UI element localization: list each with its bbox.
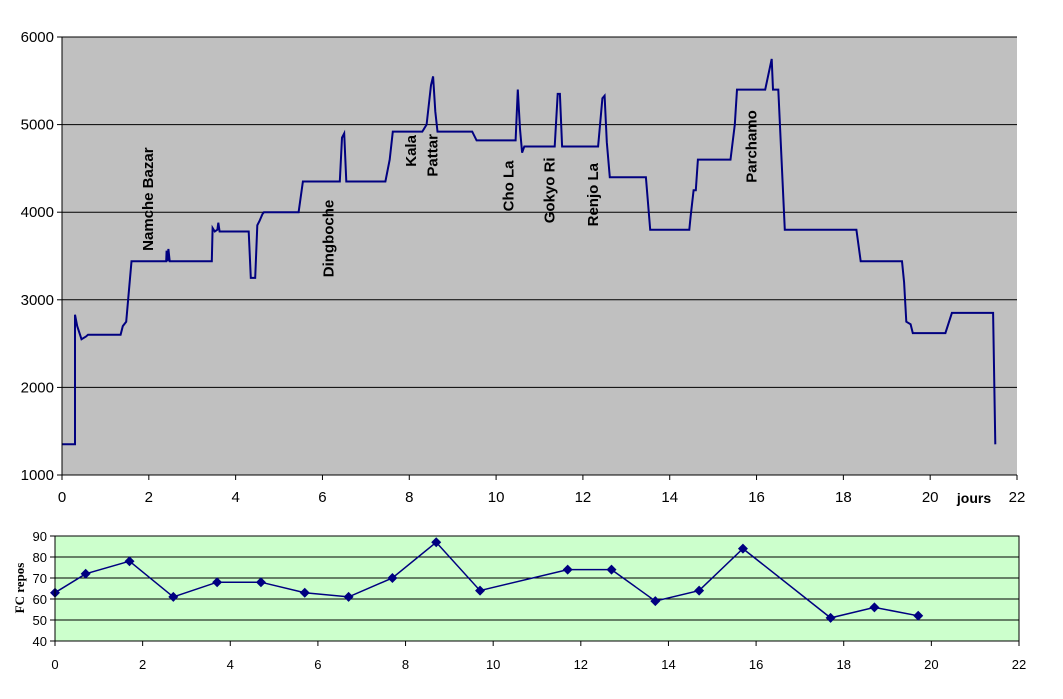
x-tick-label: 20: [922, 489, 939, 506]
heart-rate-marker: [475, 585, 486, 596]
heart-rate-chart: 40 50 60 70 80 90 0 2 4 6 8 10 12 14 16 18 20 22 FC repo…: [12, 529, 1026, 672]
x-axis-unit-label: jours: [956, 490, 991, 506]
heart-rate-marker: [825, 612, 836, 623]
heart-rate-marker: [212, 577, 223, 588]
altitude-gridlines: [62, 36, 1017, 388]
x-tick-label: 20: [924, 657, 938, 672]
y-tick-label: 3000: [21, 292, 54, 309]
altitude-x-tick-labels: 0 2 4 6 8 10 12 14 16 18 20 22: [58, 489, 1026, 506]
x-tick-label: 18: [836, 657, 850, 672]
x-tick-label: 0: [51, 657, 58, 672]
heart-rate-marker: [913, 610, 924, 621]
heart-rate-marker: [255, 577, 266, 588]
altitude-place-annotations: Namche Bazar Dingboche Kala Pattar Cho La Gok…: [140, 110, 760, 277]
heart-rate-marker: [869, 602, 880, 613]
x-tick-label: 12: [574, 657, 588, 672]
x-tick-label: 8: [405, 489, 413, 506]
heart-rate-marker: [606, 564, 617, 575]
y-tick-label: 6000: [21, 29, 54, 46]
heart-rate-marker: [650, 596, 661, 607]
x-tick-label: 0: [58, 489, 66, 506]
x-tick-label: 4: [227, 657, 234, 672]
y-axis-label-fc-repos: FC repos: [12, 563, 27, 614]
heart-rate-x-tick-labels: 0 2 4 6 8 10 12 14 16 18 20 22: [51, 657, 1026, 672]
place-annotation: Parchamo: [744, 110, 761, 183]
place-annotation: Namche Bazar: [140, 147, 157, 251]
altitude-y-tick-labels: 1000 2000 3000 4000 5000 6000: [21, 29, 54, 484]
x-tick-label: 14: [661, 489, 678, 506]
place-annotation: Renjo La: [585, 162, 602, 226]
heart-rate-axes: [50, 535, 1020, 646]
heart-rate-marker: [562, 564, 573, 575]
y-tick-label: 4000: [21, 204, 54, 221]
x-tick-label: 22: [1009, 489, 1026, 506]
x-tick-label: 16: [748, 489, 765, 506]
place-annotation: Kala: [403, 134, 420, 166]
heart-rate-marker: [80, 568, 91, 579]
heart-rate-plot-area: [54, 535, 1020, 642]
y-tick-label: 50: [33, 613, 47, 628]
place-annotation: Gokyo Ri: [542, 157, 559, 223]
x-tick-label: 2: [145, 489, 153, 506]
heart-rate-marker: [168, 591, 179, 602]
heart-rate-marker: [387, 573, 398, 583]
y-tick-label: 60: [33, 592, 47, 607]
y-tick-label: 1000: [21, 467, 54, 484]
x-tick-label: 6: [314, 657, 321, 672]
heart-rate-marker: [431, 537, 442, 548]
place-annotation: Pattar: [424, 134, 441, 177]
y-tick-label: 40: [33, 634, 47, 649]
x-tick-label: 2: [139, 657, 146, 672]
x-tick-label: 14: [661, 657, 675, 672]
heart-rate-y-tick-labels: 40 50 60 70 80 90: [33, 529, 47, 649]
x-tick-label: 10: [488, 489, 505, 506]
heart-rate-markers: [50, 537, 924, 623]
y-tick-label: 80: [33, 550, 47, 565]
x-tick-label: 8: [402, 657, 409, 672]
x-tick-label: 10: [486, 657, 500, 672]
altitude-plot-area: [62, 37, 1017, 475]
y-tick-label: 90: [33, 529, 47, 544]
y-tick-label: 2000: [21, 379, 54, 396]
altitude-series-line: [62, 58, 997, 446]
heart-rate-marker: [299, 587, 310, 598]
place-annotation: Dingboche: [320, 200, 337, 278]
place-annotation: Cho La: [501, 160, 518, 211]
x-tick-label: 4: [231, 489, 239, 506]
x-tick-label: 16: [749, 657, 763, 672]
x-tick-label: 18: [835, 489, 852, 506]
heart-rate-marker: [694, 585, 705, 596]
y-tick-label: 5000: [21, 117, 54, 134]
heart-rate-gridlines: [55, 535, 1019, 621]
heart-rate-marker: [124, 556, 135, 567]
x-tick-label: 22: [1012, 657, 1026, 672]
x-tick-label: 12: [575, 489, 592, 506]
heart-rate-marker: [343, 591, 354, 602]
x-tick-label: 6: [318, 489, 326, 506]
heart-rate-marker: [737, 543, 748, 554]
altitude-chart: 1000 2000 3000 4000 5000 6000 0 2 4 6 8 10 12 14 16 18…: [21, 29, 1026, 506]
altitude-axes: [57, 36, 1018, 480]
y-tick-label: 70: [33, 571, 47, 586]
